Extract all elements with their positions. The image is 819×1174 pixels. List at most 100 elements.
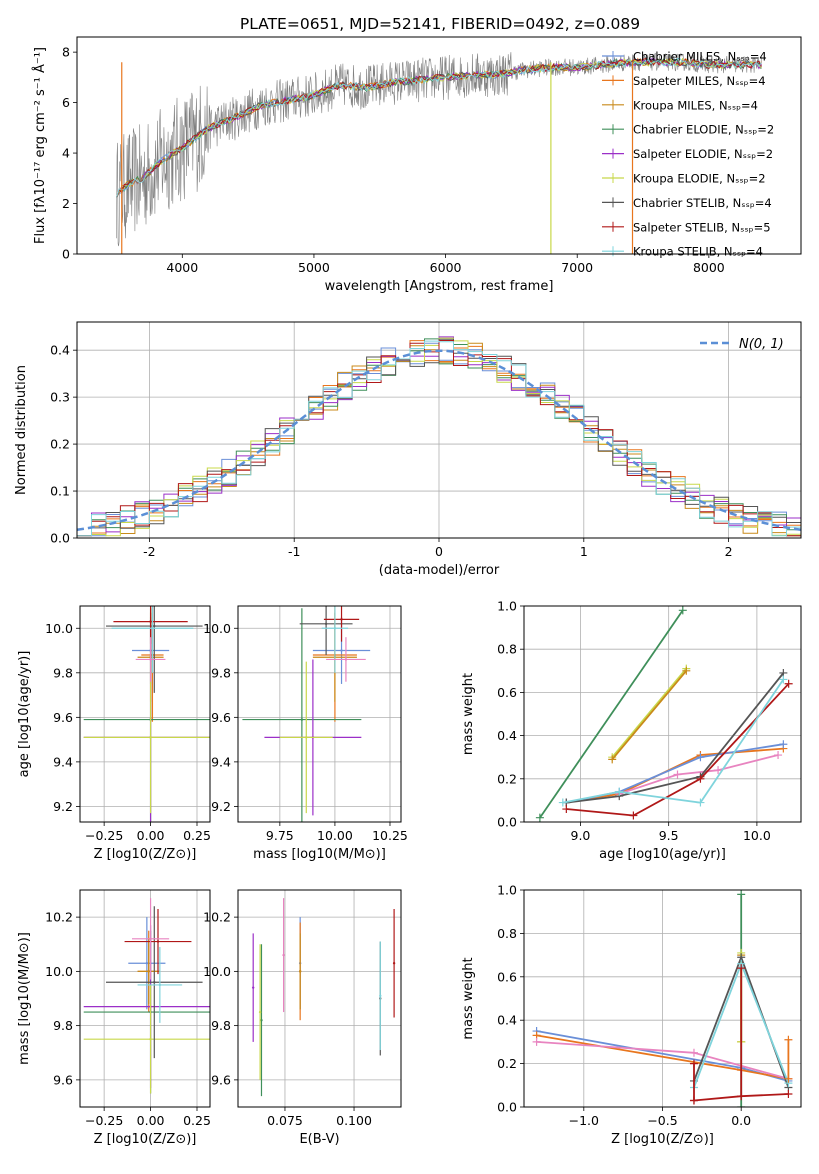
legend-label: Salpeter ELODIE, Nₛₛₚ=2 (633, 147, 773, 161)
y-tick-label: 10.0 (45, 621, 73, 636)
weight-line (566, 672, 785, 804)
plot-area (116, 52, 762, 254)
weight-marker (737, 890, 746, 899)
y-tick-label: 9.6 (211, 1072, 231, 1087)
y-tick-label: 0.2 (497, 1056, 517, 1071)
y-tick-label: 2 (62, 196, 70, 211)
y-tick-label: 8 (62, 45, 70, 60)
y-tick-label: 0.0 (50, 531, 70, 546)
plot-mass-vs-ebv: 0.075 0.100 9.6 9.8 10.0 10.2 E(B-V) (203, 889, 402, 1147)
y-tick-label: 0.0 (497, 1100, 517, 1115)
x-tick-label: 0.00 (137, 1113, 165, 1128)
legend-label: Kroupa ELODIE, Nₛₛₚ=2 (633, 172, 766, 186)
weight-marker (689, 1048, 698, 1057)
legend-label: Salpeter STELIB, Nₛₛₚ=5 (633, 220, 771, 234)
plot-mass-vs-z: −0.25 0.00 0.25 9.6 9.8 10.0 10.2 Z [log10(Z/Z⊙… (17, 889, 211, 1147)
y-tick-label: 10.0 (203, 964, 231, 979)
plot-weight-vs-age: 9.0 9.5 10.0 0.0 0.2 0.4 0.6 0.8 1.0 age [log10(a… (461, 599, 802, 862)
x-tick-label: 0.25 (183, 1113, 211, 1128)
weight-line (562, 678, 785, 804)
plot-spectrum: 4000 5000 6000 7000 8000 0 2 4 6 8 wavelength [Ang… (32, 36, 802, 294)
plot-age-vs-mass: 9.75 10.00 10.25 9.2 9.4 9.6 9.8 10.0 mass [log1… (203, 605, 408, 862)
weight-marker (673, 770, 682, 779)
plot-frame (76, 36, 802, 255)
y-tick-label: 0.4 (50, 343, 70, 358)
data-point (282, 953, 285, 957)
legend-label: Kroupa MILES, Nₛₛₚ=4 (633, 98, 758, 112)
y-tick-label: 9.2 (53, 799, 73, 814)
data-point (151, 627, 154, 630)
x-axis-label: age [log10(age/yr)] (599, 847, 726, 862)
x-tick-label: 9.0 (571, 828, 591, 843)
weight-marker (696, 774, 705, 783)
weight-marker (737, 964, 746, 973)
y-tick-label: 4 (62, 146, 70, 161)
data-point (145, 962, 149, 965)
y-tick-label: 0.6 (497, 969, 517, 984)
y-tick-label: 9.6 (53, 1072, 73, 1087)
weight-marker (737, 1103, 746, 1107)
legend-label: Chabrier STELIB, Nₛₛₚ=4 (633, 196, 772, 210)
plot-area (238, 606, 401, 822)
x-tick-label: 9.5 (659, 828, 679, 843)
y-tick-label: 9.6 (53, 710, 73, 725)
x-tick-label: -1 (288, 544, 300, 559)
weight-marker (558, 798, 567, 807)
plot-area (524, 606, 801, 822)
plot-residuals: -2 -1 0 1 2 0.0 0.1 0.2 0.3 0.4 (data-model)/error… (14, 321, 802, 578)
data-point (153, 981, 156, 984)
y-tick-label: 9.8 (53, 665, 73, 680)
weight-line (566, 683, 790, 817)
y-tick-label: 0 (62, 247, 70, 262)
data-point (300, 718, 304, 721)
weight-line (539, 609, 684, 819)
x-tick-label: −0.5 (647, 1113, 677, 1128)
figure-title: PLATE=0651, MJD=52141, FIBERID=0492, z=0… (240, 15, 640, 33)
y-axis-label: Flux [fλ10⁻¹⁷ erg cm⁻² s⁻¹ Å⁻¹] (32, 47, 48, 244)
x-axis-label: (data-model)/error (379, 563, 500, 578)
histogram-step (77, 340, 801, 537)
weight-marker (714, 766, 723, 775)
weight-marker (784, 1089, 793, 1098)
x-axis-label: E(B-V) (299, 1132, 339, 1147)
weight-line (619, 754, 779, 795)
plot-area (238, 890, 401, 1107)
y-tick-label: 0.4 (497, 728, 517, 743)
data-point (379, 994, 382, 997)
data-point (158, 983, 162, 987)
x-tick-label: 5000 (298, 260, 330, 275)
y-tick-label: 9.6 (211, 710, 231, 725)
weight-marker (678, 606, 687, 615)
y-tick-label: 0.4 (497, 1013, 517, 1028)
data-point (149, 620, 152, 623)
y-tick-label: 9.4 (211, 754, 231, 769)
y-axis-label: mass [log10(M/M⊙)] (17, 932, 32, 1065)
weight-line (611, 670, 687, 760)
plot-weight-vs-z: −1.0 −0.5 0.0 0.0 0.2 0.4 0.6 0.8 1.0 Z [log10(Z/… (461, 883, 802, 1147)
weight-marker (784, 1035, 793, 1044)
x-axis-label: Z [log10(Z/Z⊙)] (94, 1132, 197, 1147)
x-tick-label: 1 (580, 544, 588, 559)
weight-marker (737, 1092, 746, 1101)
data-point (153, 624, 156, 628)
y-tick-label: 10.0 (45, 964, 73, 979)
x-tick-label: 0.25 (183, 828, 211, 843)
plot-frame (523, 605, 802, 823)
y-tick-label: 6 (62, 95, 70, 110)
plot-age-vs-z: −0.25 0.00 0.25 9.2 9.4 9.6 9.8 10.0 Z [log10(Z/… (17, 605, 211, 862)
data-point (149, 937, 152, 941)
x-tick-label: −0.25 (85, 1113, 123, 1128)
weight-marker (608, 755, 617, 764)
data-point (149, 1037, 152, 1041)
weight-marker (689, 1059, 698, 1068)
model-line (116, 57, 762, 198)
x-axis-label: wavelength [Angstrom, rest frame] (325, 279, 554, 294)
legend-label: Chabrier MILES, Nₛₛₚ=4 (633, 50, 767, 64)
y-tick-label: 0.1 (50, 484, 70, 499)
y-tick-label: 9.8 (211, 1018, 231, 1033)
x-tick-label: 8000 (693, 260, 725, 275)
weight-marker (629, 811, 638, 820)
y-axis-label: age [log10(age/yr)] (17, 651, 32, 778)
plot-frame (237, 605, 402, 823)
